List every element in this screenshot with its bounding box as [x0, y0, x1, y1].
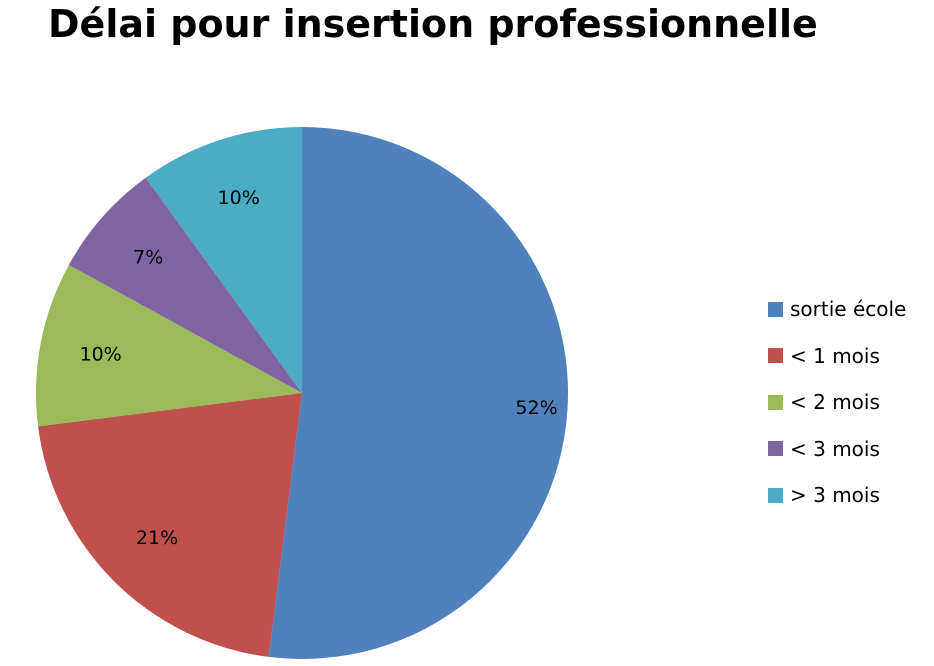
data-label-lt-3-mois: 7%	[133, 246, 163, 268]
legend-swatch	[768, 441, 783, 457]
data-label-lt-2-mois: 10%	[80, 344, 122, 366]
legend-swatch	[768, 487, 783, 503]
data-label-gt-3-mois: 10%	[218, 187, 260, 209]
legend-item-lt-3-mois: < 3 mois	[768, 426, 906, 473]
legend-label: sortie école	[790, 297, 907, 322]
pie-slice-sortie-ecole	[268, 127, 568, 659]
pie-slice-lt-1-mois	[38, 393, 303, 657]
legend-label: > 3 mois	[790, 483, 880, 508]
legend-label: < 1 mois	[790, 343, 880, 368]
chart-title: Délai pour insertion professionnelle	[48, 2, 818, 46]
legend-item-lt-2-mois: < 2 mois	[768, 379, 906, 426]
legend-item-gt-3-mois: > 3 mois	[768, 472, 906, 519]
legend-label: < 3 mois	[790, 436, 880, 461]
legend-swatch	[768, 301, 783, 317]
pie-slice-gt-3-mois	[145, 127, 302, 393]
data-label-lt-1-mois: 21%	[136, 527, 178, 549]
legend-label: < 2 mois	[790, 390, 880, 415]
legend-item-lt-1-mois: < 1 mois	[768, 333, 906, 380]
data-label-sortie-ecole: 52%	[515, 397, 557, 419]
legend-swatch	[768, 394, 783, 410]
legend-swatch	[768, 348, 783, 364]
chart-legend: sortie école < 1 mois < 2 mois < 3 mois > 3 …	[768, 286, 906, 519]
pie-slice-lt-3-mois	[68, 177, 302, 393]
pie-slice-lt-2-mois	[35, 264, 302, 427]
legend-item-sortie-ecole: sortie école	[768, 286, 906, 333]
